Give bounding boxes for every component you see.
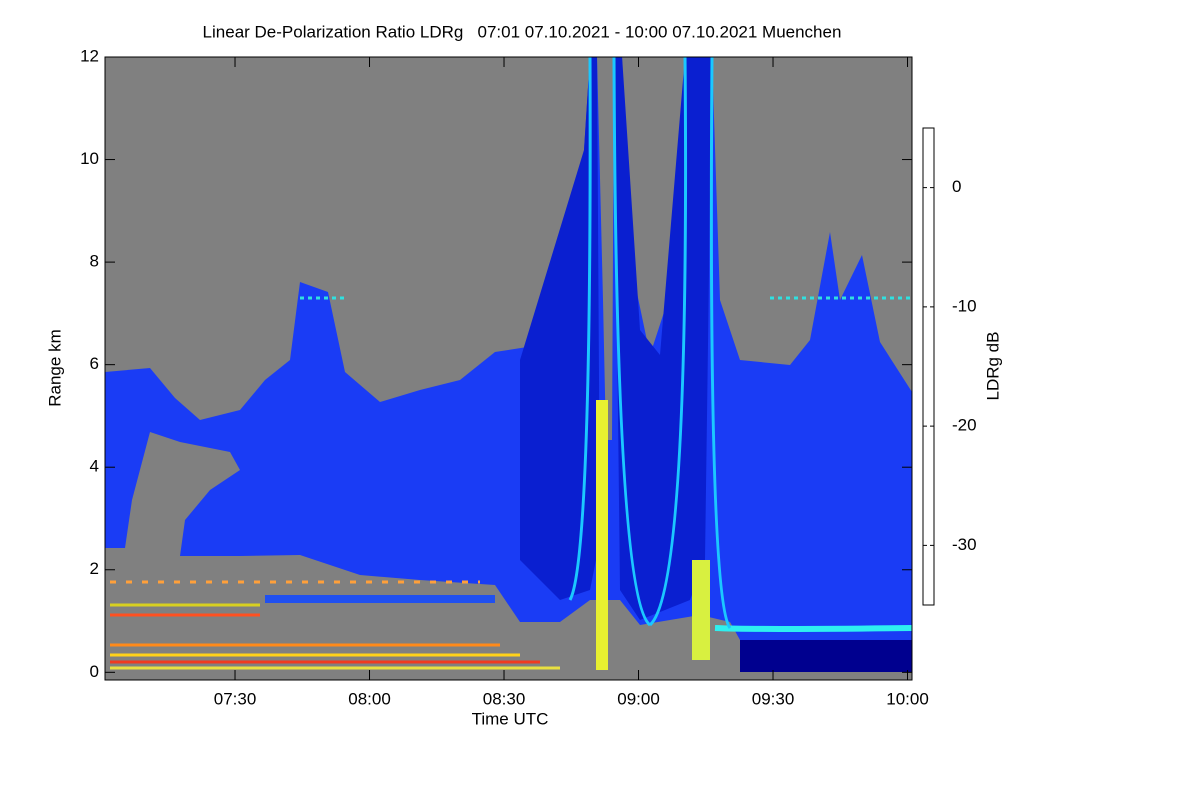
x-tick-label: 08:00 xyxy=(348,689,391,708)
colorbar-tick-label: -20 xyxy=(952,416,977,435)
colorbar xyxy=(922,127,935,606)
x-tick-label: 08:30 xyxy=(483,689,526,708)
plot-frame xyxy=(104,56,913,681)
colorbar-tick-label: 0 xyxy=(952,177,961,196)
y-tick-label: 10 xyxy=(80,149,99,168)
y-axis-label: Range km xyxy=(45,329,64,406)
colorbar-tick-label: -30 xyxy=(952,535,977,554)
y-tick-label: 0 xyxy=(90,662,99,681)
x-axis-label: Time UTC xyxy=(472,709,549,728)
x-tick-label: 10:00 xyxy=(886,689,929,708)
y-tick-label: 12 xyxy=(80,46,99,65)
y-tick-label: 8 xyxy=(90,252,99,271)
colorbar-label: LDRg dB xyxy=(983,332,1002,401)
colorbar-tick-label: -10 xyxy=(952,296,977,315)
chart-title: Linear De-Polarization Ratio LDRg 07:01 … xyxy=(203,22,842,41)
y-tick-label: 2 xyxy=(90,559,99,578)
y-tick-label: 6 xyxy=(90,354,99,373)
x-tick-label: 09:30 xyxy=(752,689,795,708)
y-tick-label: 4 xyxy=(90,457,99,476)
heatmap-field xyxy=(105,57,912,672)
x-tick-label: 09:00 xyxy=(617,689,660,708)
x-tick-label: 07:30 xyxy=(214,689,257,708)
